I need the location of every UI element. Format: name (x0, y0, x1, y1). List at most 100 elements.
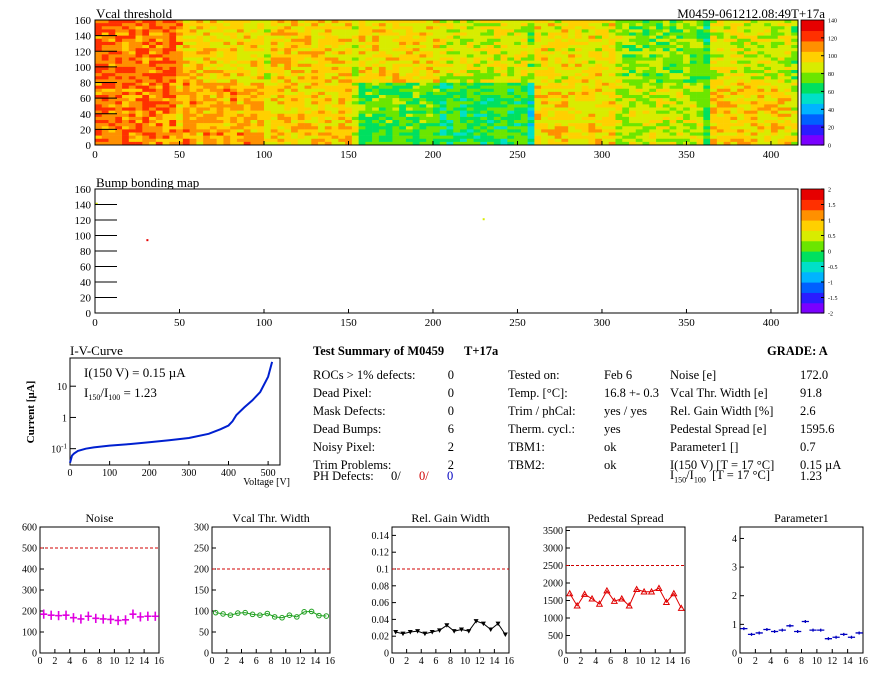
vcal-cell (730, 76, 738, 80)
vcal-cell (284, 32, 292, 36)
vcal-cell (426, 66, 434, 71)
vcal-cell (656, 129, 664, 133)
vcal-cell (500, 23, 508, 27)
vcal-cell (405, 51, 414, 55)
vcal-cell (561, 73, 569, 77)
vcal-cell (601, 91, 610, 96)
vcal-cell (378, 48, 386, 52)
vcal-cell (460, 48, 468, 52)
bump-zbar-swatch (801, 196, 824, 200)
vcal-cell (561, 110, 569, 115)
vcal-cell (676, 32, 684, 36)
vcal-cell (669, 66, 677, 71)
vcal-cell (791, 141, 799, 146)
vcal-cell (338, 138, 346, 143)
vcal-cell (196, 41, 204, 46)
roc-xtick-label: 14 (843, 656, 853, 667)
vcal-cell (743, 54, 751, 58)
vcal-cell (554, 116, 562, 121)
vcal-cell (723, 51, 731, 55)
vcal-cell (764, 23, 772, 27)
vcal-cell (764, 113, 772, 118)
vcal-cell (291, 82, 299, 86)
vcal-cell (629, 51, 637, 55)
vcal-cell (399, 91, 407, 96)
vcal-cell (230, 116, 238, 121)
vcal-cell (473, 63, 481, 68)
vcal-cell (169, 79, 177, 83)
vcal-cell (737, 98, 745, 102)
vcal-cell (743, 98, 751, 102)
bump-xtick-label: 350 (678, 317, 695, 329)
vcal-cell (196, 95, 204, 99)
vcal-cell (324, 120, 332, 124)
vcal-cell (149, 73, 157, 77)
vcal-cell (155, 73, 163, 77)
vcal-cell (169, 63, 177, 68)
vcal-cell (385, 41, 393, 46)
vcal-cell (351, 35, 359, 40)
vcal-cell (784, 98, 792, 102)
vcal-cell (135, 110, 143, 115)
vcal-cell (304, 126, 312, 130)
vcal-cell (480, 76, 488, 80)
vcal-cell (784, 60, 792, 65)
vcal-cell (399, 20, 407, 24)
vcal-cell (230, 48, 238, 52)
vcal-cell (676, 132, 684, 136)
vcal-cell (291, 66, 299, 71)
vcal-cell (101, 116, 109, 121)
vcal-cell (122, 66, 130, 71)
vcal-cell (270, 85, 278, 90)
vcal-cell (777, 26, 785, 30)
vcal-cell (331, 79, 339, 83)
vcal-cell (656, 26, 664, 30)
vcal-cell (588, 26, 596, 30)
bump-zbar-tick-label: -0.5 (828, 265, 838, 271)
vcal-cell (466, 95, 474, 99)
bump-bonding-svg: Bump bonding map 0 50 100 150 200 250 300 350 40… (75, 175, 838, 329)
vcal-cell (500, 48, 508, 52)
vcal-cell (101, 126, 109, 130)
vcal-cell (730, 120, 738, 124)
vcal-cell (629, 82, 637, 86)
vcal-cell (399, 113, 407, 118)
vcal-cell (108, 54, 116, 58)
vcal-cell (189, 54, 197, 58)
vcal-cell (527, 88, 535, 93)
vcal-cell (115, 135, 123, 140)
vcal-cell (351, 98, 359, 102)
vcal-cell (203, 54, 211, 58)
vcal-cell (791, 120, 799, 124)
vcal-cell (615, 41, 623, 46)
vcal-cell (297, 66, 305, 71)
vcal-cell (656, 85, 664, 90)
vcal-cell (689, 38, 697, 43)
vcal-cell (642, 95, 650, 99)
bump-xtick-label: 200 (425, 317, 442, 329)
vcal-cell (399, 29, 407, 33)
vcal-cell (257, 116, 265, 121)
vcal-cell (534, 95, 542, 99)
vcal-cell (635, 76, 643, 80)
vcal-cell (561, 23, 569, 27)
vcal-cell (108, 66, 116, 71)
vcal-cell (534, 107, 542, 111)
vcal-cell (169, 91, 177, 96)
vcal-cell (487, 48, 495, 52)
bump-zbar-swatch (801, 227, 824, 231)
vcal-cell (696, 126, 704, 130)
vcal-cell (649, 20, 657, 24)
vcal-cell (541, 76, 549, 80)
vcal-cell (520, 60, 528, 65)
vcal-cell (683, 45, 691, 49)
vcal-cell (108, 95, 116, 99)
vcal-cell (142, 141, 150, 146)
vcal-cell (757, 48, 765, 52)
roc-point (824, 637, 833, 641)
vcal-cell (115, 60, 123, 65)
vcal-cell (696, 123, 704, 127)
vcal-cell (351, 110, 359, 115)
vcal-cell (297, 116, 305, 121)
vcal-cell (399, 66, 407, 71)
